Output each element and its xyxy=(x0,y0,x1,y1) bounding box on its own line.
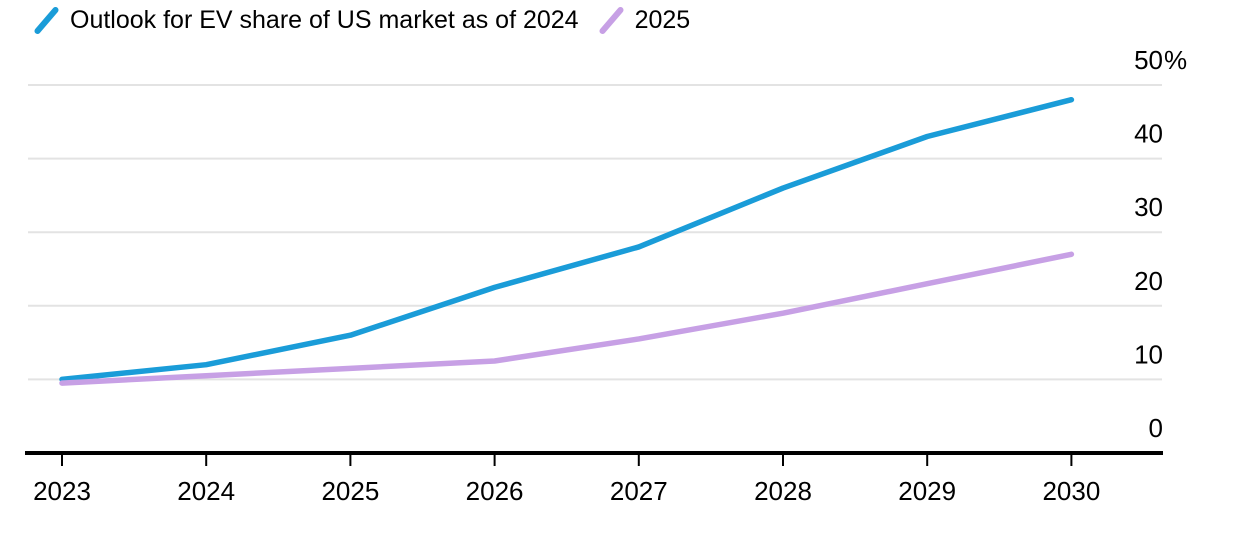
y-tick-label-10: 10 xyxy=(1134,339,1163,369)
legend-item-2024-outlook: Outlook for EV share of US market as of … xyxy=(33,5,579,36)
legend-label-2024-outlook: Outlook for EV share of US market as of … xyxy=(70,6,579,34)
x-tick-label-2026: 2026 xyxy=(466,476,524,506)
x-tick-label-2025: 2025 xyxy=(321,476,379,506)
legend-label-2025-outlook: 2025 xyxy=(634,6,691,34)
chart-legend: Outlook for EV share of US market as of … xyxy=(33,5,690,36)
y-tick-label-40: 40 xyxy=(1134,119,1163,149)
x-tick-label-2030: 2030 xyxy=(1042,476,1100,506)
blue-slash-icon xyxy=(34,7,59,34)
y-tick-label-30: 30 xyxy=(1134,192,1163,222)
x-tick-label-2023: 2023 xyxy=(33,476,91,506)
x-tick-label-2028: 2028 xyxy=(754,476,812,506)
legend-item-2025-outlook: 2025 xyxy=(598,5,691,36)
series-line-2025-outlook xyxy=(59,251,1075,386)
series-line-2024-outlook xyxy=(59,96,1075,383)
y-tick-label-suffix-50: % xyxy=(1164,45,1187,75)
y-tick-label-0: 0 xyxy=(1149,413,1163,443)
purple-slash-icon xyxy=(599,7,624,34)
x-tick-label-2029: 2029 xyxy=(898,476,956,506)
x-tick-label-2027: 2027 xyxy=(610,476,668,506)
y-tick-label-50: 50 xyxy=(1134,45,1163,75)
y-tick-label-20: 20 xyxy=(1134,266,1163,296)
x-tick-label-2024: 2024 xyxy=(177,476,235,506)
